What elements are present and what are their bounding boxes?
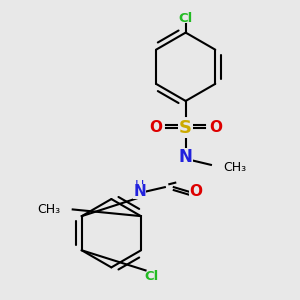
Text: H: H <box>135 178 144 192</box>
Text: N: N <box>133 184 146 199</box>
Text: Cl: Cl <box>144 270 159 283</box>
Text: O: O <box>190 184 202 199</box>
Text: CH₃: CH₃ <box>223 161 246 174</box>
Text: N: N <box>179 148 193 166</box>
Text: O: O <box>149 120 162 135</box>
Text: Cl: Cl <box>178 12 193 25</box>
Text: O: O <box>209 120 222 135</box>
Text: CH₃: CH₃ <box>38 203 61 216</box>
Text: S: S <box>179 119 192 137</box>
